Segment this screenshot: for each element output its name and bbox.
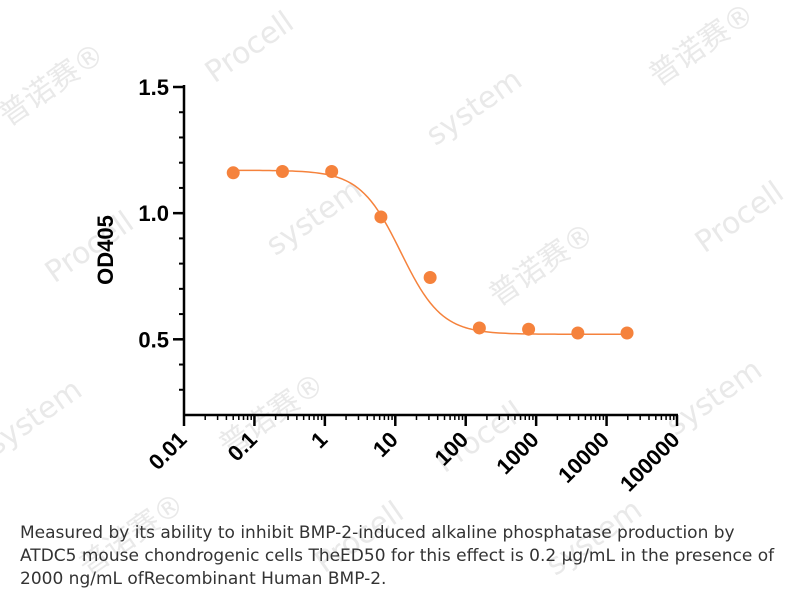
x-tick-label: 1 — [306, 427, 332, 453]
fit-curve — [233, 169, 628, 336]
x-tick-label: 100 — [430, 427, 474, 471]
dose-response-chart: 0.5 1.0 1.5 0.01 0.1 1 10 100 1000 10000 100000 OD… — [93, 75, 685, 496]
axes: 0.5 1.0 1.5 0.01 0.1 1 10 100 1000 10000 100000 — [138, 75, 684, 496]
y-tick-label: 1.0 — [138, 201, 169, 226]
data-point — [571, 326, 585, 340]
x-tick-label: 100000 — [615, 427, 685, 497]
x-tick-label: 1000 — [491, 427, 543, 479]
data-point — [374, 210, 388, 224]
data-point — [325, 165, 339, 179]
data-point — [522, 322, 536, 336]
x-tick-label: 10000 — [553, 427, 614, 488]
figure-caption: Measured by its ability to inhibit BMP-2… — [20, 523, 775, 589]
x-tick-label: 0.01 — [144, 427, 192, 475]
data-points — [226, 165, 634, 340]
data-point — [620, 326, 634, 340]
x-tick-label: 0.1 — [223, 427, 262, 466]
y-tick-label: 1.5 — [138, 75, 169, 100]
y-axis-title: OD405 — [93, 215, 118, 285]
x-tick-label: 10 — [368, 427, 403, 462]
y-tick-label: 0.5 — [138, 327, 169, 352]
data-point — [226, 166, 240, 180]
data-point — [275, 165, 289, 179]
data-point — [472, 321, 486, 335]
data-point — [423, 270, 437, 284]
